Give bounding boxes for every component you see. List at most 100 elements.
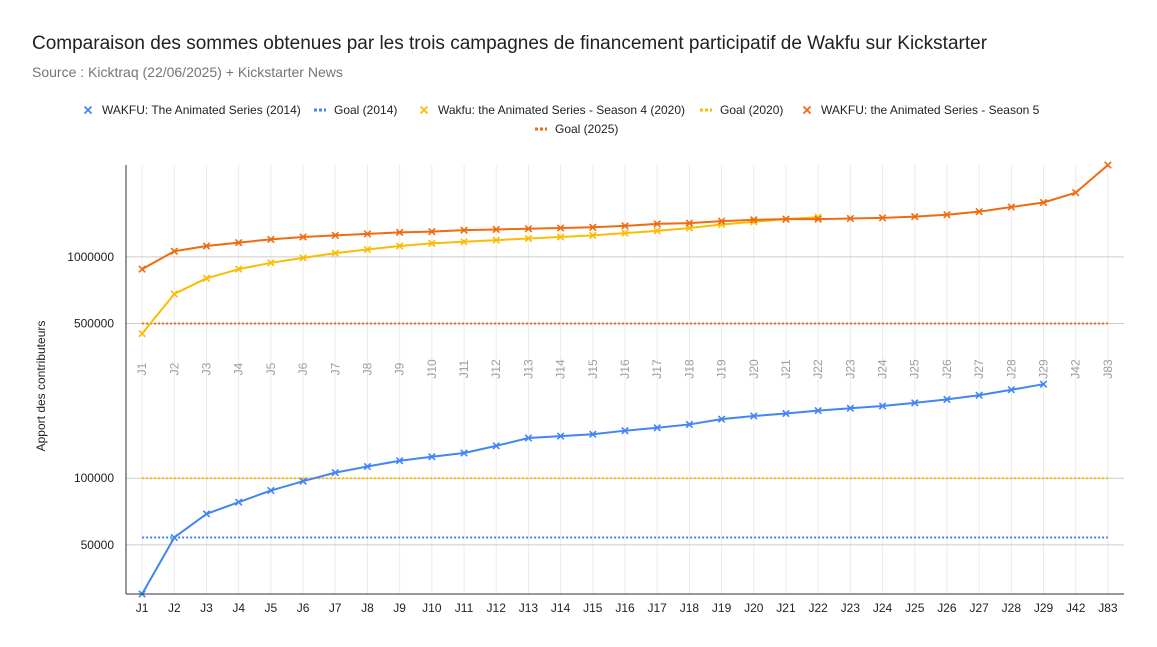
y-tick-label: 100000 (74, 471, 114, 485)
inner-category-label: J4 (232, 362, 246, 375)
legend-item[interactable]: Wakfu: the Animated Series - Season 4 (2… (419, 103, 686, 117)
data-point-marker (492, 442, 500, 450)
data-point-marker (234, 265, 243, 273)
data-point-marker (782, 215, 790, 223)
data-point-marker (717, 217, 726, 225)
data-point-marker (750, 412, 758, 420)
data-point-marker (943, 395, 951, 404)
data-point-marker (363, 462, 372, 471)
legend-item[interactable]: Goal (2014) (314, 103, 397, 117)
data-point-marker (331, 468, 340, 477)
data-point-marker (556, 233, 565, 241)
data-point-marker (685, 420, 694, 429)
inner-category-label: J2 (167, 362, 181, 375)
data-point-marker (750, 216, 758, 224)
inner-category-label: J15 (586, 359, 600, 379)
inner-category-label: J9 (393, 362, 407, 375)
x-tick-label: J14 (551, 601, 571, 615)
data-point-marker (299, 233, 307, 241)
inner-category-label: J42 (1069, 359, 1083, 379)
data-point-marker (331, 231, 340, 240)
x-tick-label: J21 (776, 601, 796, 615)
data-point-marker (492, 225, 500, 234)
x-tick-label: J15 (583, 601, 603, 615)
legend-x-swatch (83, 105, 93, 115)
data-point-marker (202, 242, 211, 250)
x-tick-label: J2 (168, 601, 181, 615)
inner-category-label: J8 (360, 362, 374, 375)
data-point-marker (428, 239, 436, 248)
x-tick-label: J3 (200, 601, 213, 615)
legend-label: WAKFU: the Animated Series - Season 5 (821, 103, 1040, 117)
legend-item[interactable]: Goal (2020) (700, 103, 783, 117)
legend-label: WAKFU: The Animated Series (2014) (102, 103, 301, 117)
data-point-marker (846, 214, 855, 223)
legend-item[interactable]: Goal (2025) (535, 122, 618, 136)
x-tick-label: J20 (744, 601, 764, 615)
data-point-marker (621, 222, 629, 230)
x-tick-label: J18 (680, 601, 700, 615)
data-point-marker (975, 207, 983, 216)
data-point-marker (524, 234, 533, 243)
data-point-marker (846, 404, 855, 413)
data-point-marker (267, 486, 275, 495)
legend-x-swatch (802, 105, 812, 115)
data-point-marker (460, 226, 468, 234)
legend-item[interactable]: WAKFU: The Animated Series (2014) (83, 103, 301, 117)
x-tick-label: J4 (232, 601, 245, 615)
data-point-marker (1039, 198, 1048, 207)
inner-category-label: J5 (264, 362, 278, 375)
inner-category-label: J18 (682, 359, 696, 379)
inner-category-label: J83 (1101, 359, 1115, 379)
inner-category-label: J24 (876, 359, 890, 379)
data-point-marker (331, 249, 340, 257)
inner-category-label: J25 (908, 359, 922, 379)
inner-category-label: J6 (296, 362, 310, 375)
data-point-marker (975, 391, 983, 400)
x-tick-label: J13 (519, 601, 539, 615)
legend: WAKFU: The Animated Series (2014) Goal (2… (83, 103, 1040, 136)
data-point-marker (878, 214, 887, 222)
legend-label: Goal (2025) (555, 122, 618, 136)
data-point-marker (1071, 188, 1080, 197)
data-point-marker (524, 224, 533, 233)
data-point-marker (589, 231, 597, 240)
x-tick-label: J23 (841, 601, 861, 615)
inner-category-label: J29 (1037, 359, 1051, 379)
data-point-marker (782, 409, 790, 418)
data-point-marker (589, 430, 597, 439)
inner-category-label: J11 (457, 359, 471, 378)
x-tick-label: J42 (1066, 601, 1086, 615)
x-tick-label: J17 (648, 601, 668, 615)
series-lines (138, 161, 1112, 598)
data-point-marker (621, 426, 629, 435)
data-point-marker (363, 245, 372, 254)
axes: 50000 100000 500000 1000000 J1 J1 J2 J2 J3 J3 J4 J4… (34, 165, 1124, 615)
inner-category-label: J14 (554, 359, 568, 379)
inner-category-label: J28 (1004, 359, 1018, 379)
data-point-marker (814, 215, 822, 223)
data-point-marker (943, 210, 951, 219)
inner-category-label: J19 (715, 359, 729, 379)
x-tick-label: J83 (1098, 601, 1118, 615)
x-tick-label: J10 (422, 601, 442, 615)
inner-category-label: J7 (328, 362, 342, 375)
data-point-marker (170, 290, 179, 298)
data-point-marker (1007, 386, 1016, 394)
x-tick-label: J24 (873, 601, 893, 615)
x-tick-label: J8 (361, 601, 374, 615)
legend-item[interactable]: WAKFU: the Animated Series - Season 5 (802, 103, 1040, 117)
data-point-marker (1039, 380, 1048, 388)
data-point-marker (556, 224, 565, 232)
data-point-marker (492, 236, 500, 244)
data-point-marker (524, 434, 533, 442)
data-point-marker (653, 220, 661, 228)
x-tick-label: J5 (265, 601, 278, 615)
inner-category-label: J16 (618, 359, 632, 379)
data-point-marker (202, 274, 211, 283)
inner-category-label: J12 (489, 359, 503, 379)
data-point-marker (1104, 161, 1112, 169)
x-tick-label: J11 (455, 601, 474, 615)
y-tick-label: 50000 (81, 538, 115, 552)
x-tick-label: J26 (937, 601, 957, 615)
